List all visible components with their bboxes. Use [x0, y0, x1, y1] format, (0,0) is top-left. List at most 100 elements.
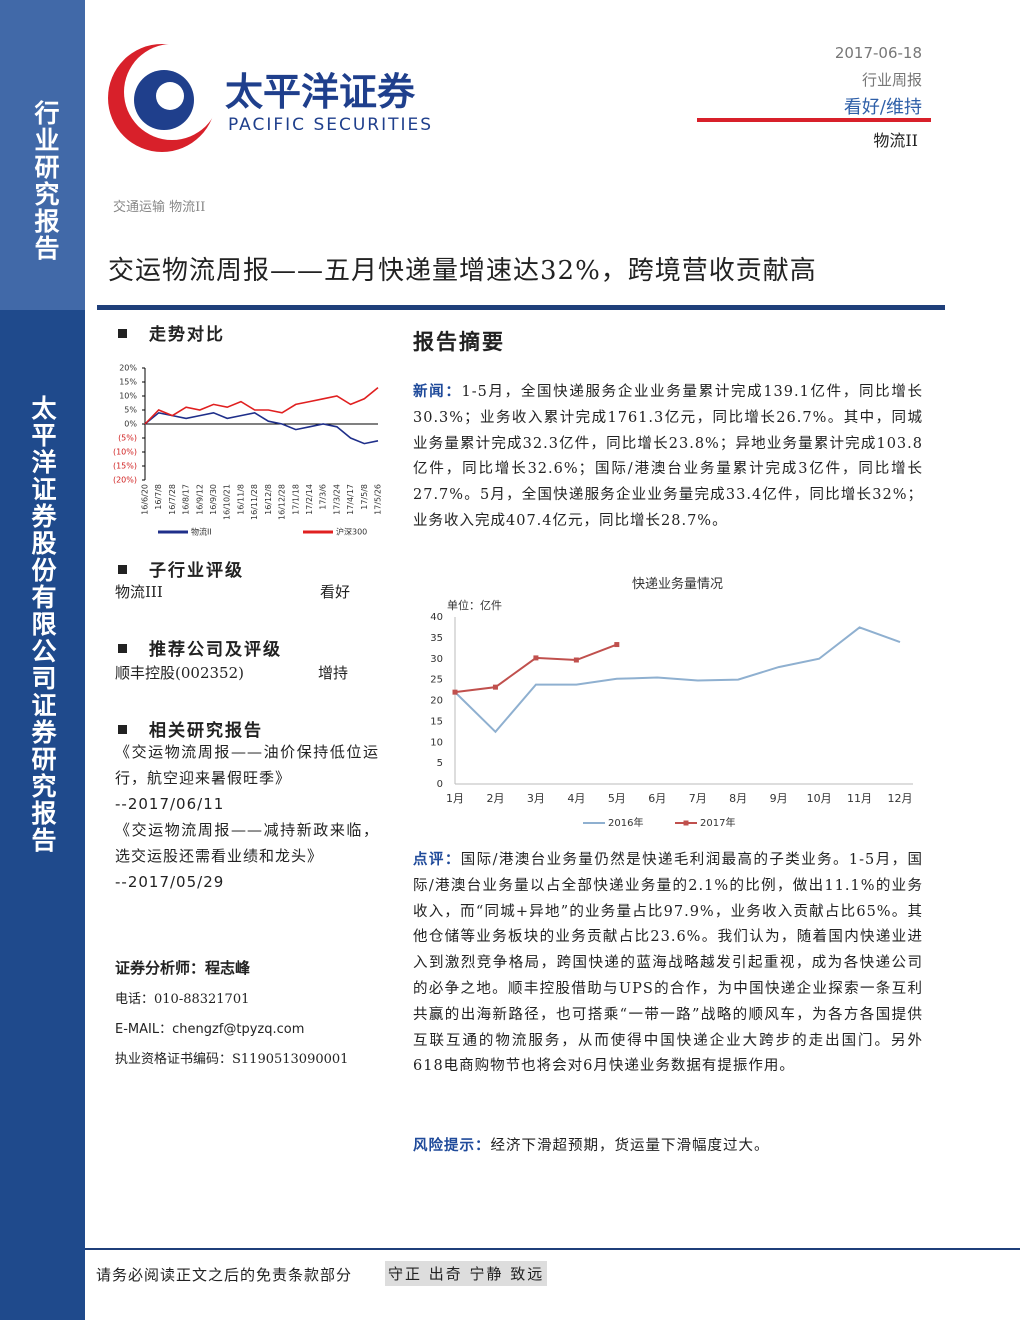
series-line	[144, 411, 379, 445]
x-tick-label: 17/3/6	[319, 484, 328, 510]
trend-heading: 走势对比	[118, 320, 225, 345]
company-rating: 增持	[318, 664, 349, 682]
breadcrumb: 交通运输 物流II	[113, 200, 206, 215]
x-tick-label: 8月	[729, 792, 747, 805]
related-date: --2017/06/11	[115, 795, 225, 813]
legend-label: 2016年	[608, 816, 643, 829]
y-tick-label: 35	[430, 633, 443, 644]
company-name: 顺丰控股(002352)	[115, 664, 244, 682]
x-tick-label: 17/5/8	[360, 484, 369, 510]
x-tick-label: 16/7/8	[154, 484, 163, 510]
point-marker	[614, 642, 620, 648]
footer-motto: 守正 出奇 宁静 致远	[385, 1261, 548, 1286]
comment-label: 点评：	[413, 851, 461, 868]
chart-title: 快递业务量情况	[632, 576, 723, 592]
x-tick-label: 16/9/12	[195, 484, 204, 515]
x-tick-label: 16/8/17	[182, 484, 191, 515]
analyst-phone: 电话：010-88321701	[115, 992, 250, 1007]
x-tick-label: 1月	[446, 792, 464, 805]
point-marker	[573, 657, 579, 663]
y-tick-label: 40	[430, 612, 443, 623]
sidebar-top	[0, 0, 85, 310]
y-tick-label: 25	[430, 675, 443, 686]
x-tick-label: 17/4/17	[346, 484, 355, 515]
summary-heading: 报告摘要	[413, 329, 505, 354]
legend-marker	[683, 820, 689, 826]
series-line	[454, 626, 901, 734]
y-tick-label: (10%)	[113, 448, 137, 457]
rating-rule	[697, 118, 931, 122]
related-date: --2017/05/29	[115, 873, 225, 891]
x-tick-label: 16/9/30	[209, 484, 218, 515]
x-tick-label: 17/3/24	[332, 484, 341, 515]
y-tick-label: 20%	[119, 364, 137, 373]
y-tick-label: 15%	[119, 378, 137, 387]
x-tick-label: 7月	[689, 792, 707, 805]
y-axis-label: 单位：亿件	[447, 598, 502, 612]
news-paragraph: 新闻：1-5月，全国快递服务企业业务量累计完成139.1亿件，同比增长30.3%…	[413, 379, 923, 535]
company-heading: 推荐公司及评级	[118, 635, 282, 660]
x-tick-label: 16/12/8	[264, 484, 273, 515]
x-tick-label: 17/2/14	[305, 484, 314, 515]
report-type: 行业周报	[861, 71, 922, 89]
news-text: 1-5月，全国快递服务企业业务量累计完成139.1亿件，同比增长30.3%；业务…	[413, 384, 924, 529]
comment-paragraph: 点评：国际/港澳台业务量仍然是快递毛利润最高的子类业务。1-5月，国际/港澳台业…	[413, 847, 923, 1080]
sub-rating-name: 物流III	[115, 583, 163, 601]
sub-rating-heading: 子行业评级	[118, 556, 244, 581]
risk-paragraph: 风险提示：经济下滑超预期，货运量下滑幅度过大。	[413, 1133, 923, 1160]
sidebar-bottom	[0, 310, 85, 1320]
x-tick-label: 16/10/21	[223, 484, 232, 520]
x-tick-label: 12月	[888, 792, 913, 805]
related-list: 《交运物流周报——油价保持低位运行，航空迎来暑假旺季》 --2017/06/11…	[115, 739, 379, 895]
sidebar-company: 太平洋证券股份有限公司证券研究报告	[28, 395, 57, 854]
y-tick-label: 0%	[124, 420, 137, 429]
related-heading: 相关研究报告	[118, 716, 263, 741]
sector: 物流II	[873, 131, 918, 150]
related-title: 《交运物流周报——油价保持低位运行，航空迎来暑假旺季》	[115, 743, 379, 787]
y-tick-label: (15%)	[113, 462, 137, 471]
footer-disclaimer: 请务必阅读正文之后的免责条款部分	[96, 1266, 353, 1284]
logo-cn: 太平洋证券	[225, 70, 416, 114]
comment-text: 国际/港澳台业务量仍然是快递毛利润最高的子类业务。1-5月，国际/港澳台业务量以…	[413, 852, 924, 1075]
y-tick-label: 5%	[124, 406, 137, 415]
x-tick-label: 16/11/8	[236, 484, 245, 515]
sub-rating-value: 看好	[320, 583, 351, 601]
risk-label: 风险提示：	[413, 1137, 491, 1154]
x-tick-label: 17/1/18	[291, 484, 300, 515]
rating: 看好/维持	[843, 97, 922, 118]
x-tick-label: 11月	[847, 792, 872, 805]
x-tick-label: 17/5/26	[374, 484, 383, 515]
y-tick-label: (20%)	[113, 476, 137, 485]
point-marker	[533, 655, 539, 661]
risk-text: 经济下滑超预期，货运量下滑幅度过大。	[490, 1138, 770, 1154]
footer-rule	[85, 1248, 1020, 1250]
y-tick-label: 10%	[119, 392, 137, 401]
x-tick-label: 6月	[648, 792, 666, 805]
y-tick-label: 5	[437, 758, 443, 769]
legend-label: 2017年	[700, 816, 735, 829]
logo-dot	[156, 82, 184, 110]
x-tick-label: 2月	[486, 792, 504, 805]
logo-en: PACIFIC SECURITIES	[228, 115, 433, 135]
y-tick-label: 10	[430, 737, 443, 748]
news-label: 新闻：	[413, 383, 462, 400]
y-tick-label: 15	[430, 716, 443, 727]
x-tick-label: 9月	[770, 792, 788, 805]
x-tick-label: 16/11/28	[250, 484, 259, 520]
point-marker	[452, 689, 458, 695]
sidebar-category: 行业研究报告	[31, 100, 60, 262]
analyst-cert: 执业资格证书编码：S1190513090001	[115, 1052, 349, 1067]
related-title: 《交运物流周报——减持新政来临，选交运股还需看业绩和龙头》	[115, 821, 379, 865]
x-tick-label: 3月	[527, 792, 545, 805]
trend-chart: 20% 15% 10% 5% 0% (5%) (10%) (15%) (20%) 16/6/20 1…	[113, 364, 383, 537]
report-date: 2017-06-18	[834, 44, 922, 62]
logo: 太平洋证券 PACIFIC SECURITIES	[108, 44, 433, 152]
report-title: 交运物流周报——五月快递量增速达32%，跨境营收贡献高	[108, 256, 817, 286]
y-tick-label: 20	[430, 696, 443, 707]
legend-label: 物流II	[191, 527, 212, 537]
x-tick-label: 16/7/28	[168, 484, 177, 515]
title-rule	[97, 305, 945, 310]
analyst-email: E-MAIL：chengzf@tpyzq.com	[115, 1022, 305, 1037]
